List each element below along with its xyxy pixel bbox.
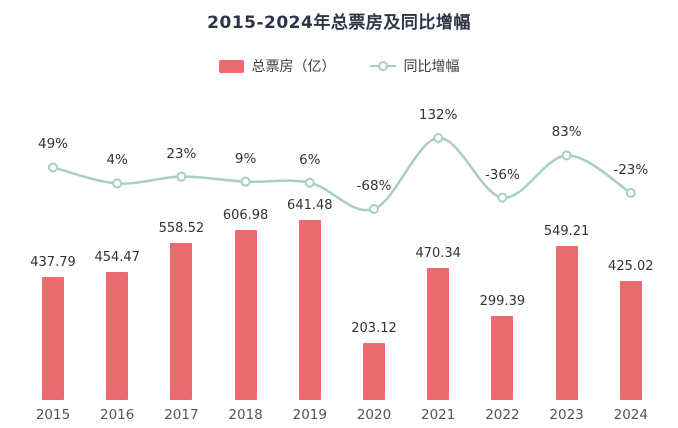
- growth-percent-label: -36%: [484, 166, 520, 183]
- line-point-icon: [176, 171, 187, 182]
- x-axis-label: 2017: [164, 407, 199, 423]
- x-axis-label: 2021: [421, 407, 456, 423]
- legend-label-growth: 同比增幅: [403, 59, 460, 75]
- line-point-icon: [433, 133, 444, 143]
- bar-2022: [491, 315, 514, 400]
- bar-2021: [427, 268, 450, 400]
- x-axis-label: 2019: [292, 407, 327, 423]
- bar-value-label: 549.21: [543, 223, 590, 239]
- x-axis-label: 2020: [356, 407, 392, 423]
- line-point-icon: [48, 162, 58, 173]
- bar-2024: [619, 280, 642, 400]
- bar-2017: [170, 243, 193, 400]
- growth-percent-label: -68%: [356, 177, 392, 194]
- growth-percent-label: 83%: [551, 124, 582, 141]
- line-series-swatch-icon: [369, 60, 396, 72]
- bar-value-label: 203.12: [351, 321, 397, 336]
- bar-value-label: 425.02: [608, 258, 654, 274]
- line-point-icon: [304, 177, 315, 188]
- growth-percent-label: 132%: [418, 107, 458, 123]
- x-axis-label: 2018: [228, 407, 263, 423]
- x-axis-label: 2015: [35, 407, 71, 423]
- bar-series-swatch-icon: [218, 59, 244, 73]
- x-axis-label: 2016: [100, 407, 135, 423]
- x-axis-label: 2022: [485, 407, 520, 423]
- line-point-icon: [369, 203, 379, 214]
- bar-value-label: 470.34: [415, 246, 461, 262]
- bar-value-label: 299.39: [479, 293, 526, 309]
- line-point-icon: [497, 192, 508, 203]
- growth-line: [52, 136, 632, 212]
- bar-value-label: 606.98: [222, 207, 269, 223]
- legend: 总票房（亿） 同比增幅: [0, 56, 678, 76]
- bar-2020: [363, 343, 385, 400]
- bar-2019: [298, 220, 321, 400]
- bar-value-label: 641.48: [287, 198, 333, 213]
- growth-percent-label: 6%: [299, 151, 321, 168]
- line-point-icon: [561, 150, 572, 161]
- x-axis-label: 2023: [549, 407, 584, 423]
- growth-percent-label: -23%: [613, 162, 649, 178]
- growth-percent-label: 23%: [166, 145, 197, 162]
- line-swatch-marker-icon: [377, 61, 388, 71]
- bar-2015: [42, 277, 64, 400]
- bar-2016: [106, 272, 129, 400]
- line-point-icon: [625, 188, 636, 199]
- bar-2018: [234, 229, 257, 400]
- line-point-icon: [240, 176, 251, 187]
- legend-item-box-office[interactable]: 总票房（亿）: [218, 56, 336, 76]
- growth-percent-label: 4%: [106, 152, 128, 169]
- line-point-icon: [112, 178, 123, 189]
- x-axis-label: 2024: [613, 407, 648, 423]
- bar-value-label: 437.79: [30, 255, 76, 271]
- legend-item-growth[interactable]: 同比增幅: [369, 56, 460, 76]
- bar-2023: [555, 245, 578, 400]
- chart-title: 2015-2024年总票房及同比增幅: [207, 13, 471, 33]
- bar-value-label: 454.47: [94, 250, 140, 266]
- bar-value-label: 558.52: [158, 221, 205, 237]
- legend-label-box-office: 总票房（亿）: [251, 59, 336, 75]
- growth-percent-label: 9%: [234, 150, 257, 167]
- growth-percent-label: 49%: [37, 136, 68, 153]
